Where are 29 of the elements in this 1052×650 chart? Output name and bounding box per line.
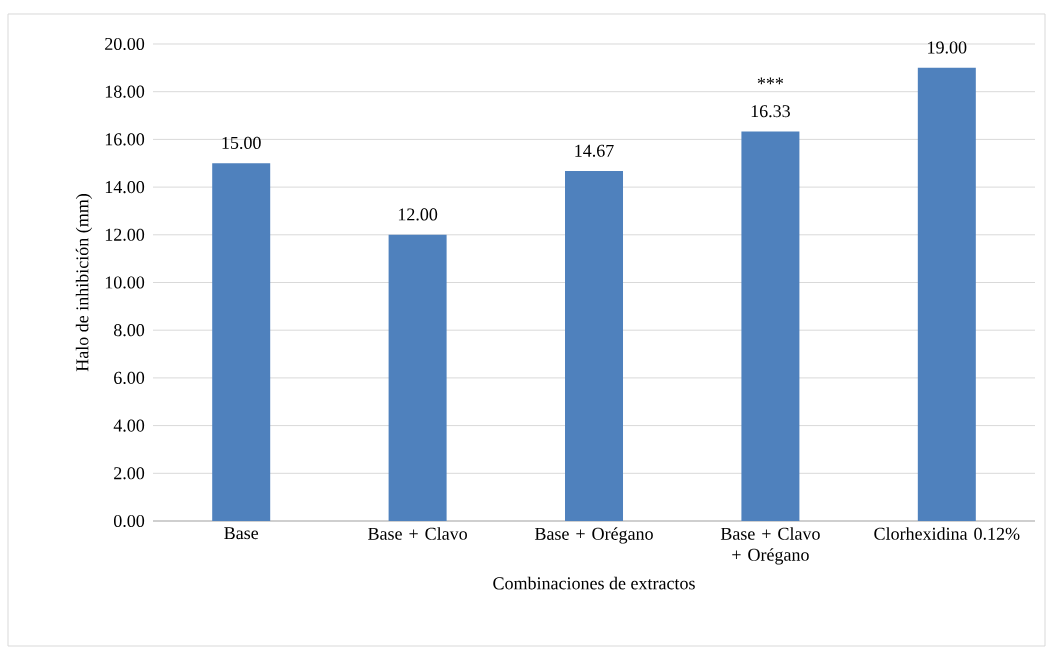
data-label: 15.00 — [222, 136, 261, 150]
y-tick-label: 14.00 — [105, 180, 145, 194]
y-tick-label: 18.00 — [105, 85, 145, 98]
y-tick-label: 16.00 — [105, 133, 145, 146]
x-tick-label: Base + Orégano — [534, 527, 653, 544]
y-tick-label: 4.00 — [113, 419, 145, 432]
bar — [917, 67, 976, 521]
y-tick-label: 2.00 — [114, 467, 145, 480]
x-tick-label: Clorhexidina 0.12% — [874, 527, 1020, 540]
x-axis-title: Combinaciones de extractos — [493, 576, 695, 590]
y-tick-label: 10.00 — [105, 276, 145, 289]
bar — [388, 234, 447, 521]
data-label: 19.00 — [928, 41, 967, 54]
x-tick-label: Base — [224, 527, 259, 540]
data-label: 12.00 — [398, 208, 438, 221]
x-tick-label: Base + Clavo + Orégano — [720, 527, 820, 565]
y-axis-title: Halo de inhibición (mm) — [75, 194, 93, 372]
bar — [741, 131, 800, 521]
y-tick-label: 6.00 — [114, 371, 145, 385]
y-tick-label: 0.00 — [113, 514, 145, 528]
x-tick-label: Base + Clavo — [368, 527, 467, 540]
bar — [565, 171, 624, 521]
bar — [212, 163, 271, 521]
data-label: 16.33 — [751, 105, 790, 118]
y-tick-label: 12.00 — [105, 228, 145, 241]
annotation: *** — [757, 77, 784, 85]
data-label: 14.67 — [575, 144, 614, 157]
y-tick-label: 20.00 — [105, 37, 145, 51]
y-tick-label: 8.00 — [113, 324, 145, 337]
